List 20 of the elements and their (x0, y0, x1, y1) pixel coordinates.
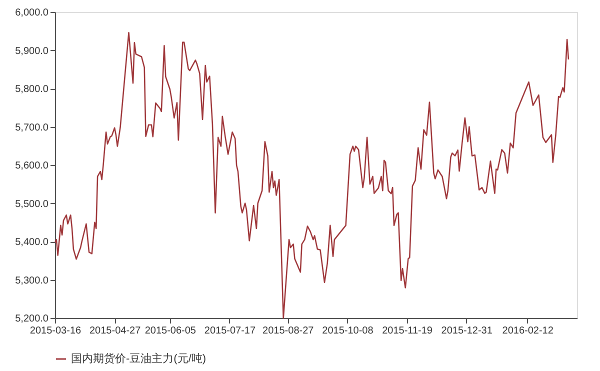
x-tick-label: 2015-04-27 (90, 326, 142, 336)
y-tick-label: 5,700.0 (15, 122, 49, 134)
legend-label: 国内期货价-豆油主力(元/吨) (71, 352, 206, 365)
y-tick-label: 5,500.0 (15, 198, 49, 210)
x-tick-label: 2015-08-27 (262, 326, 314, 336)
x-tick-label: 2015-10-08 (322, 326, 374, 336)
y-tick-label: 5,800.0 (15, 84, 49, 95)
x-tick-label: 2015-06-05 (144, 326, 196, 336)
y-tick-label: 5,900.0 (15, 46, 49, 57)
x-tick-label: 2015-11-19 (382, 326, 433, 336)
y-tick-label: 5,300.0 (15, 275, 49, 286)
line-series (54, 32, 570, 319)
y-tick-label: 5,200.0 (15, 314, 49, 324)
x-tick-label: 2015-03-16 (30, 326, 82, 336)
x-tick-label: 2015-07-17 (204, 326, 256, 336)
y-tick-label: 5,600.0 (15, 160, 49, 172)
y-tick-label: 5,400.0 (15, 237, 49, 248)
x-tick-label: 2015-12-31 (441, 326, 493, 336)
x-tick-label: 2016-02-12 (502, 326, 554, 336)
y-tick-label: 6,000.0 (15, 8, 49, 18)
